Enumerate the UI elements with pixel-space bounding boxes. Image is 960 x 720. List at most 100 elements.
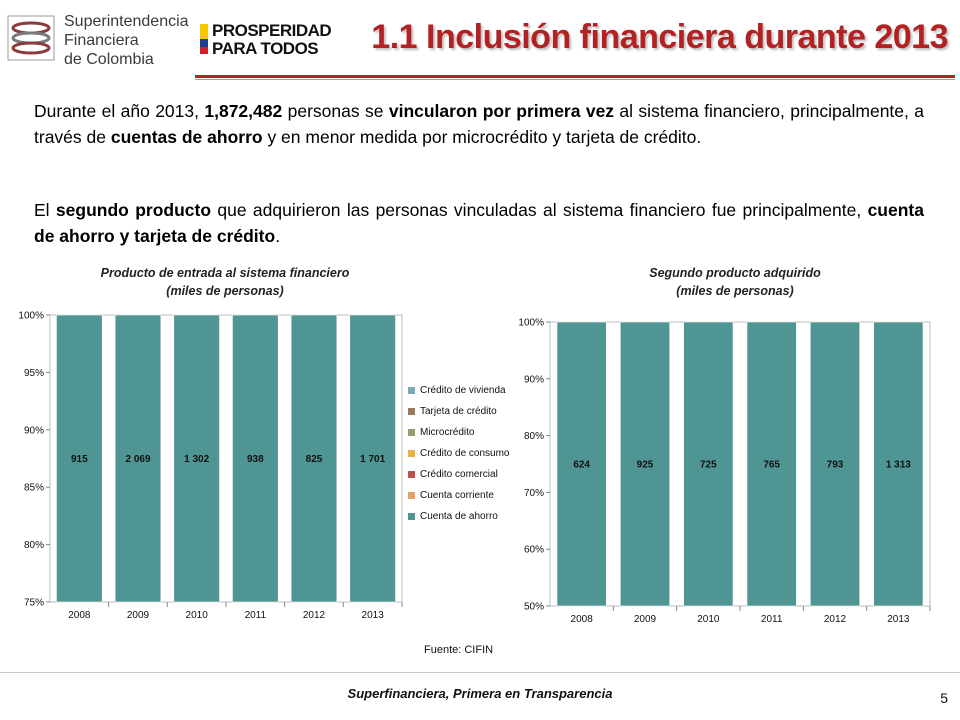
title-underline-thin: [195, 79, 955, 80]
bold-run: vincularon por primera vez: [388, 101, 615, 121]
data-label: 2 069: [125, 454, 150, 465]
campaign-line: PARA TODOS: [212, 39, 319, 58]
legend-swatch: [408, 450, 415, 457]
legend-item: Tarjeta de crédito: [408, 405, 528, 426]
chart2-subtitle-line: (miles de personas): [676, 284, 794, 298]
text-run: .: [275, 226, 281, 246]
bar-segment: [809, 321, 860, 607]
paragraph-first-linkage: Durante el año 2013, 1,872,482 personas …: [34, 98, 924, 150]
footer-divider: [0, 672, 960, 673]
text-run: Durante el año 2013,: [34, 101, 205, 121]
text-run: que adquirieron las personas vinculadas …: [211, 200, 868, 220]
x-tick-label: 2008: [571, 614, 594, 625]
bar-segment: [290, 314, 338, 603]
x-tick-label: 2009: [634, 614, 657, 625]
superfinanciera-wordmark: Superintendencia Financiera de Colombia: [64, 12, 189, 69]
legend-swatch: [408, 429, 415, 436]
chart-legend: Crédito de vivienda Tarjeta de crédito Mic…: [408, 384, 528, 531]
data-label: 925: [637, 460, 654, 471]
legend-swatch: [408, 513, 415, 520]
org-line: de Colombia: [64, 51, 154, 68]
org-line: Superintendencia: [64, 13, 189, 30]
slide-title: 1.1 Inclusión financiera durante 2013: [371, 18, 948, 56]
chart1-title-line: Producto de entrada al sistema financier…: [100, 266, 350, 280]
campaign-line: PROSPERIDAD: [212, 21, 332, 40]
y-tick-label: 90%: [24, 425, 44, 436]
chart2-title-line: Segundo producto adquirido: [649, 266, 821, 280]
source-note: Fuente: CIFIN: [424, 644, 494, 656]
org-line: Financiera: [64, 32, 139, 49]
y-tick-label: 100%: [518, 318, 544, 329]
y-tick-label: 90%: [524, 374, 544, 385]
legend-item: Crédito de consumo: [408, 447, 528, 468]
data-label: 725: [700, 460, 717, 471]
legend-label: Tarjeta de crédito: [420, 406, 497, 417]
bar-segment: [873, 321, 924, 607]
chart1-title: Producto de entrada al sistema financier…: [60, 264, 390, 300]
colombia-flag-icon: [200, 24, 208, 54]
x-tick-label: 2011: [761, 614, 783, 625]
footer-slogan: Superfinanciera, Primera en Transparenci…: [347, 686, 613, 701]
legend-swatch: [408, 387, 415, 394]
x-tick-label: 2012: [303, 610, 326, 621]
y-tick-label: 80%: [24, 540, 44, 551]
legend-label: Microcrédito: [420, 427, 475, 438]
bold-run: cuentas de ahorro: [110, 127, 263, 147]
legend-label: Crédito comercial: [420, 469, 498, 480]
bold-run: segundo producto: [55, 200, 212, 220]
data-label: 1 701: [360, 454, 385, 465]
text-run: y en menor medida por microcrédito y tar…: [262, 127, 702, 147]
bar-segment: [683, 321, 734, 607]
legend-swatch: [408, 471, 415, 478]
bar-segment: [746, 321, 797, 607]
second-product-chart: 50% 60% 70% 80% 90% 100% 624 2008 925 2009 725 2010…: [518, 318, 931, 625]
bar-segment: [114, 314, 162, 603]
legend-item: Cuenta de ahorro: [408, 510, 528, 531]
data-label: 793: [827, 460, 844, 471]
y-tick-label: 95%: [24, 368, 44, 379]
legend-label: Crédito de consumo: [420, 448, 510, 459]
title-underline: [195, 75, 955, 78]
x-tick-label: 2010: [697, 614, 720, 625]
legend-item: Microcrédito: [408, 426, 528, 447]
bar-segment: [620, 321, 671, 607]
legend-label: Cuenta corriente: [420, 490, 494, 501]
bar-segment: [556, 321, 607, 607]
text-run: personas se: [282, 101, 389, 121]
x-tick-label: 2012: [824, 614, 847, 625]
chart1-subtitle-line: (miles de personas): [166, 284, 284, 298]
x-tick-label: 2010: [186, 610, 209, 621]
legend-item: Crédito de vivienda: [408, 384, 528, 405]
prosperidad-logo: PROSPERIDAD PARA TODOS: [200, 18, 350, 62]
y-tick-label: 85%: [24, 483, 44, 494]
legend-swatch: [408, 408, 415, 415]
y-tick-label: 50%: [524, 602, 544, 613]
y-tick-label: 80%: [524, 431, 544, 442]
text-run: al sistema financiero, principalmente, a…: [34, 101, 924, 147]
x-tick-label: 2011: [245, 610, 267, 621]
prosperidad-wordmark: PROSPERIDAD PARA TODOS: [212, 21, 332, 58]
y-tick-label: 100%: [18, 311, 44, 322]
legend-item: Crédito comercial: [408, 468, 528, 489]
x-tick-label: 2009: [127, 610, 150, 621]
bar-segment: [173, 314, 220, 603]
text-run: El: [34, 200, 56, 220]
data-label: 1 302: [184, 454, 209, 465]
paragraph-second-product: El segundo producto que adquirieron las …: [34, 197, 924, 249]
legend-swatch: [408, 492, 415, 499]
data-label: 1 313: [886, 460, 911, 471]
legend-label: Crédito de vivienda: [420, 385, 506, 396]
y-tick-label: 70%: [524, 488, 544, 499]
chart2-title: Segundo producto adquirido (miles de per…: [560, 264, 910, 300]
data-label: 765: [763, 460, 780, 471]
bold-run: 1,872,482: [204, 101, 283, 121]
data-label: 624: [573, 460, 590, 471]
superfinanciera-emblem-icon: [7, 15, 55, 61]
data-label: 938: [247, 454, 264, 465]
legend-item: Cuenta corriente: [408, 489, 528, 510]
bar-segment: [56, 314, 103, 603]
plot-area: [549, 321, 931, 607]
data-label: 915: [71, 454, 88, 465]
legend-label: Cuenta de ahorro: [420, 511, 498, 522]
bold-run: cuenta de ahorro y tarjeta de crédito: [34, 200, 924, 246]
